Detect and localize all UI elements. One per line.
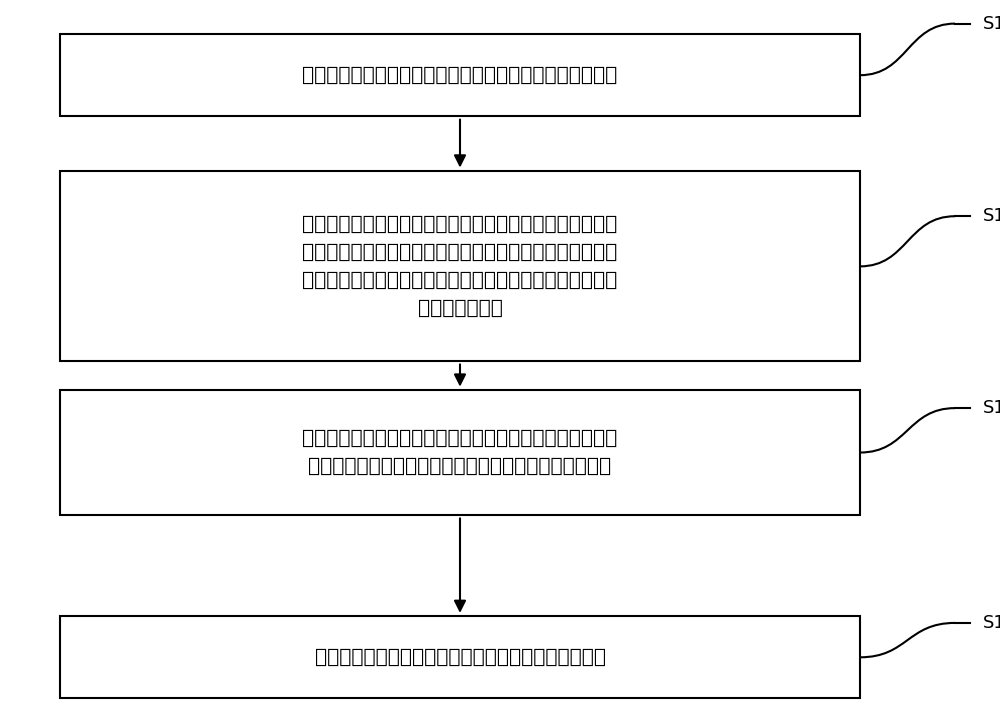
Text: S140: S140 bbox=[983, 614, 1000, 632]
FancyBboxPatch shape bbox=[60, 390, 860, 516]
FancyBboxPatch shape bbox=[60, 172, 860, 361]
Text: 根据控制信息，对目标时段的空气源热泵集群进行控制: 根据控制信息，对目标时段的空气源热泵集群进行控制 bbox=[314, 648, 606, 667]
Text: 获取空气源热泵集群对应的各个房间的房间参数和用户参数: 获取空气源热泵集群对应的各个房间的房间参数和用户参数 bbox=[302, 66, 618, 84]
FancyBboxPatch shape bbox=[60, 616, 860, 699]
Text: S120: S120 bbox=[983, 207, 1000, 226]
Text: S130: S130 bbox=[983, 399, 1000, 417]
FancyBboxPatch shape bbox=[60, 34, 860, 116]
Text: 将每个房间聚类对应的所有空气源热泵在目标时段的最大可
控电量输入至预设模型，得到空气源热泵集群的控制信息: 将每个房间聚类对应的所有空气源热泵在目标时段的最大可 控电量输入至预设模型，得到… bbox=[302, 429, 618, 476]
Text: S110: S110 bbox=[983, 14, 1000, 33]
Text: 根据所述房间参数对所述各个房间进行聚类，得到多个房间
聚类，并根据所述用户参数以及每个所述房间聚类的房间热
模型，确定每个房间聚类对应的所有空气源热泵在目标时段: 根据所述房间参数对所述各个房间进行聚类，得到多个房间 聚类，并根据所述用户参数以… bbox=[302, 215, 618, 318]
